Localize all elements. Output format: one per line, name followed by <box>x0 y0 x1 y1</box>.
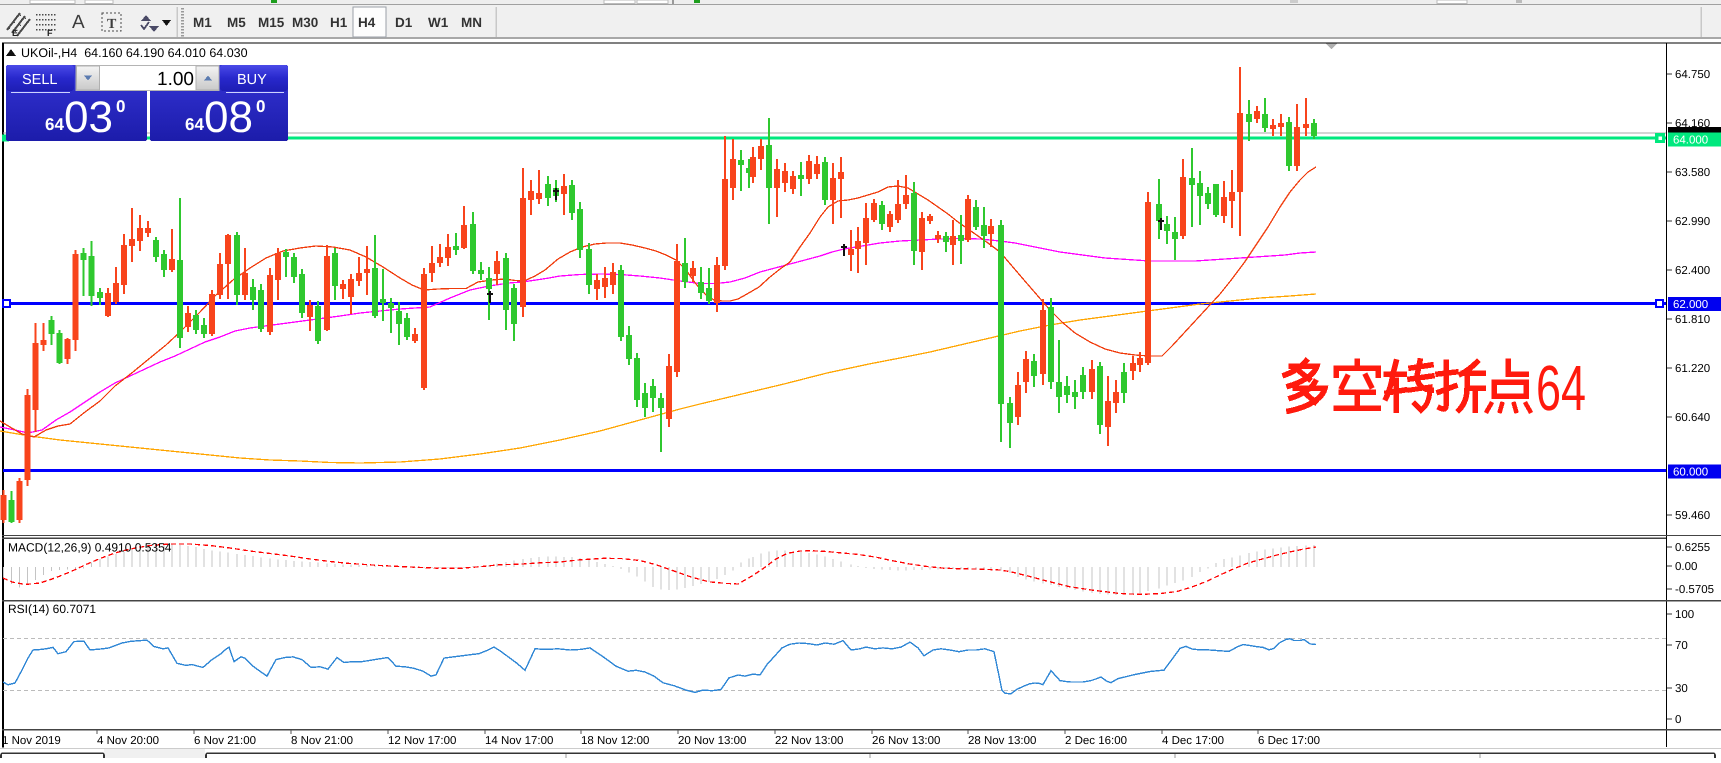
svg-text:0: 0 <box>256 97 265 116</box>
svg-text:T: T <box>107 17 117 32</box>
svg-text:30: 30 <box>1675 683 1688 695</box>
svg-text:22 Nov 13:00: 22 Nov 13:00 <box>775 735 843 747</box>
svg-text:61.810: 61.810 <box>1675 314 1710 326</box>
svg-text:63.580: 63.580 <box>1675 167 1710 179</box>
svg-text:62.990: 62.990 <box>1675 216 1710 228</box>
svg-text:MN: MN <box>461 15 482 30</box>
svg-text:08: 08 <box>204 93 253 142</box>
svg-text:6 Nov 21:00: 6 Nov 21:00 <box>194 735 256 747</box>
svg-text:D1: D1 <box>395 15 413 30</box>
svg-text:64.750: 64.750 <box>1675 69 1710 81</box>
svg-text:0: 0 <box>116 97 125 116</box>
svg-text:6 Dec 17:00: 6 Dec 17:00 <box>1258 735 1320 747</box>
svg-text:62.000: 62.000 <box>1673 299 1708 311</box>
svg-text:60.640: 60.640 <box>1675 412 1710 424</box>
svg-text:W1: W1 <box>428 15 449 30</box>
svg-text:20 Nov 13:00: 20 Nov 13:00 <box>678 735 746 747</box>
svg-text:2 Dec 16:00: 2 Dec 16:00 <box>1065 735 1127 747</box>
svg-text:MACD(12,26,9) 0.4910 0.5354: MACD(12,26,9) 0.4910 0.5354 <box>8 541 172 555</box>
svg-text:70: 70 <box>1675 640 1688 652</box>
svg-text:12 Nov 17:00: 12 Nov 17:00 <box>388 735 456 747</box>
svg-text:0.6255: 0.6255 <box>1675 542 1710 554</box>
svg-text:M15: M15 <box>258 15 285 30</box>
svg-text:M5: M5 <box>227 15 246 30</box>
svg-text:03: 03 <box>64 93 113 142</box>
svg-text:61.220: 61.220 <box>1675 363 1710 375</box>
svg-text:M30: M30 <box>292 15 318 30</box>
svg-text:SELL: SELL <box>22 72 57 88</box>
svg-text:14 Nov 17:00: 14 Nov 17:00 <box>485 735 553 747</box>
svg-text:62.400: 62.400 <box>1675 265 1710 277</box>
svg-text:100: 100 <box>1675 609 1694 621</box>
svg-text:H4: H4 <box>358 15 376 30</box>
svg-text:64: 64 <box>185 115 204 134</box>
svg-text:1 Nov 2019: 1 Nov 2019 <box>2 735 61 747</box>
svg-text:64.000: 64.000 <box>1673 135 1708 147</box>
svg-text:H1: H1 <box>330 15 348 30</box>
svg-text:0.00: 0.00 <box>1675 561 1697 573</box>
svg-text:RSI(14) 60.7071: RSI(14) 60.7071 <box>8 602 96 616</box>
svg-text:UKOil-,H4 64.160 64.190 64.01: UKOil-,H4 64.160 64.190 64.010 64.030 <box>21 46 248 60</box>
svg-text:E: E <box>12 28 18 38</box>
svg-text:0: 0 <box>1675 714 1681 726</box>
svg-text:64: 64 <box>45 115 64 134</box>
svg-text:60.000: 60.000 <box>1673 467 1708 479</box>
svg-text:M1: M1 <box>193 15 212 30</box>
svg-text:4 Dec 17:00: 4 Dec 17:00 <box>1162 735 1224 747</box>
svg-text:64: 64 <box>1536 352 1586 424</box>
svg-text:A: A <box>72 12 85 33</box>
svg-text:4 Nov 20:00: 4 Nov 20:00 <box>97 735 159 747</box>
svg-text:8 Nov 21:00: 8 Nov 21:00 <box>291 735 353 747</box>
svg-text:28 Nov 13:00: 28 Nov 13:00 <box>968 735 1036 747</box>
svg-text:-0.5705: -0.5705 <box>1675 584 1714 596</box>
svg-text:1.00: 1.00 <box>157 69 194 90</box>
svg-text:BUY: BUY <box>237 72 267 88</box>
svg-text:F: F <box>47 28 53 38</box>
svg-text:18 Nov 12:00: 18 Nov 12:00 <box>581 735 649 747</box>
svg-text:59.460: 59.460 <box>1675 510 1710 522</box>
svg-text:26 Nov 13:00: 26 Nov 13:00 <box>872 735 940 747</box>
